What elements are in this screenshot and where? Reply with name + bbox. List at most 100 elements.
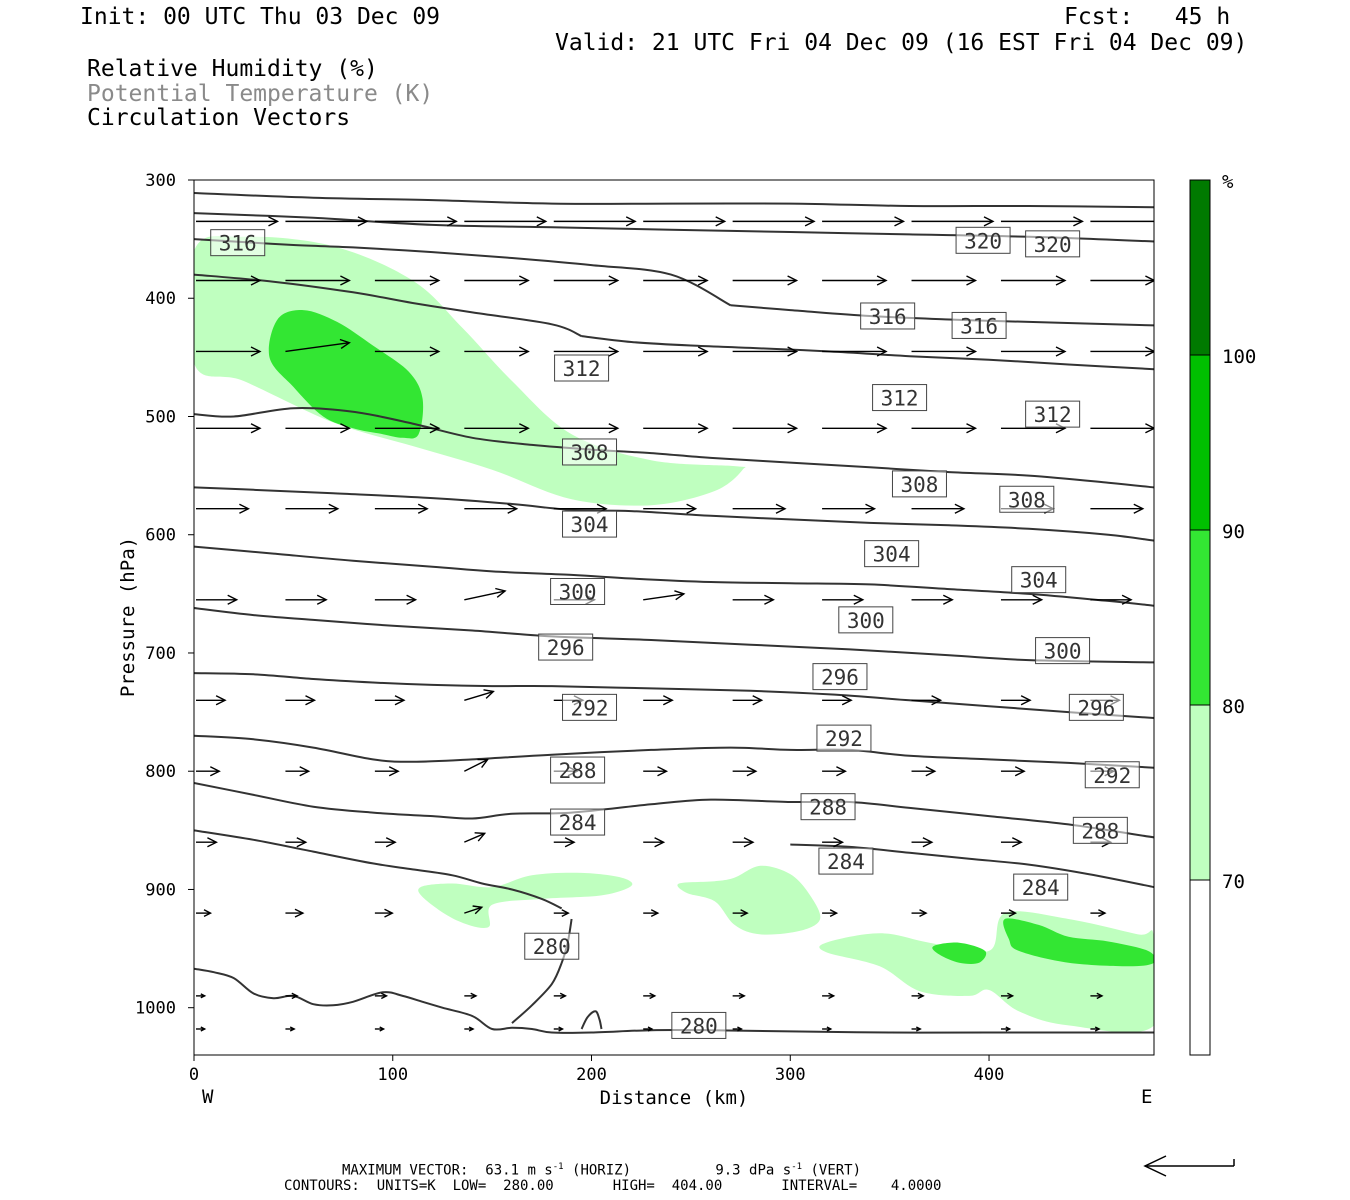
x-tick-label-200: 200 [576,1065,607,1085]
contour-label-284-28: 284 [1013,873,1069,901]
svg-text:312: 312 [563,357,601,381]
circulation-vector-r10-c2 [374,992,389,1000]
contour-label-296-18: 296 [812,663,868,691]
colorbar-unit: % [1222,171,1234,193]
circulation-vector-r9-c8 [911,909,928,918]
circulation-vector-r8-c7 [822,837,845,848]
circulation-vector-r5-c0 [196,594,239,605]
contour-label-316-3: 316 [860,302,916,330]
contour-label-304-11: 304 [562,510,618,538]
circulation-vector-r10-c10 [1090,992,1104,1000]
rh-shade-70-80-3 [677,865,821,935]
circulation-vector-r3-c4 [553,423,620,434]
max-vector-label: MAXIMUM VECTOR: [342,1162,469,1179]
circulation-vector-r1-c2 [374,275,441,286]
x-axis-title: Distance (km) [600,1087,749,1109]
y-tick-label-600: 600 [145,526,176,546]
svg-text:312: 312 [881,387,919,411]
circulation-vector-r4-c7 [822,503,877,514]
circulation-vector-r6-c8 [911,695,943,706]
circulation-vector-r1-c0 [196,275,262,286]
circulation-vector-r4-c8 [911,503,966,514]
circulation-vector-r1-c6 [732,275,799,286]
circulation-vector-r3-c5 [643,423,709,434]
circulation-vector-r3-c6 [732,423,799,434]
circulation-vector-r0-c10 [1090,220,1154,223]
circulation-vector-r0-c1 [285,216,369,227]
circulation-vector-r0-c4 [553,216,637,227]
circulation-vector-r2-c7 [822,346,888,357]
colorbar-level-80: 80 [1222,696,1245,718]
x-left-end-label: W [202,1086,214,1108]
circulation-vector-r11-c1 [285,1026,296,1032]
svg-text:288: 288 [1081,819,1119,843]
horiz-max-value: 63.1 m s [485,1162,553,1179]
max-vector-line: MAXIMUM VECTOR: 63.1 m s-1 (HORIZ) 9.3 d… [342,1158,861,1180]
circulation-vector-r6-c2 [374,695,406,706]
svg-text:304: 304 [1020,569,1058,593]
contour-label-288-24: 288 [800,793,856,821]
circulation-vector-r9-c6 [732,909,749,918]
circulation-vector-r9-c4 [553,909,570,918]
circulation-vector-r2-c3 [464,346,530,357]
theta-contour-308-10 [194,486,1154,542]
circulation-vector-r9-c3 [464,905,484,915]
plot-frame [193,179,1155,1056]
init-time: Init: 00 UTC Thu 03 Dec 09 [80,4,441,30]
svg-text:304: 304 [873,543,911,567]
circulation-vector-r10-c0 [196,993,207,999]
circulation-vector-r1-c1 [285,275,351,286]
circulation-vector-r4-c0 [196,503,250,514]
theta-contour-288-5 [194,782,1154,839]
circulation-vector-r0-c9 [1000,216,1084,227]
circulation-vector-r1-c4 [553,275,620,286]
circulation-vector-r9-c2 [374,908,394,918]
circulation-vector-r3-c2 [374,423,441,434]
circulation-vector-r7-c3 [464,758,490,772]
contour-label-280-29: 280 [524,932,580,960]
circulation-vector-r8-c5 [643,837,666,848]
circulation-vector-r3-c8 [911,423,978,434]
circulation-vector-r1-c3 [464,275,530,286]
y-tick-label-900: 900 [145,880,176,900]
circulation-vector-r7-c9 [1000,766,1026,777]
contour-label-292-21: 292 [816,724,872,752]
circulation-vector-r11-c6 [732,1026,743,1032]
y-tick-label-700: 700 [145,644,176,664]
contour-label-288-23: 288 [550,756,606,784]
circulation-vector-r3-c1 [285,423,351,434]
circulation-vector-r0-c6 [732,216,816,227]
horiz-tag: (HORIZ) [572,1162,632,1179]
vert-max-value: 9.3 dPa s [715,1162,792,1179]
circulation-vector-r11-c7 [822,1026,833,1032]
contour-label-308-10: 308 [999,485,1055,513]
rh-shade-80-90-6 [1003,918,1154,967]
circulation-vector-r8-c1 [285,837,308,848]
circulation-vector-r0-c2 [374,216,458,227]
svg-text:280: 280 [680,1014,718,1038]
svg-text:296: 296 [1077,696,1115,720]
circulation-vector-r10-c6 [732,992,746,1000]
circulation-vector-r10-c1 [285,992,299,1000]
circulation-vector-r6-c9 [1000,695,1032,706]
contour-label-300-14: 300 [550,577,606,605]
theta-contour-280-0 [194,967,1154,1034]
circulation-vector-r7-c5 [643,766,669,777]
circulation-vector-r11-c10 [1090,1026,1101,1032]
colorbar-level-70: 70 [1222,871,1245,893]
contour-label-304-13: 304 [1011,566,1067,594]
circulation-vector-r9-c10 [1090,909,1107,918]
contour-label-300-15: 300 [838,606,894,634]
contour-label-312-5: 312 [554,354,610,382]
theta-contour-284-4 [790,843,1154,889]
y-tick-label-400: 400 [145,289,176,309]
circulation-vector-r8-c8 [911,837,934,848]
svg-text:316: 316 [219,232,257,256]
contour-label-304-12: 304 [864,540,920,568]
circulation-vector-r5-c8 [911,594,954,605]
colorbar-segment-2 [1189,529,1211,706]
circulation-vector-r7-c0 [196,766,221,777]
svg-text:308: 308 [900,473,938,497]
theta-contour-312-11 [194,407,1154,489]
